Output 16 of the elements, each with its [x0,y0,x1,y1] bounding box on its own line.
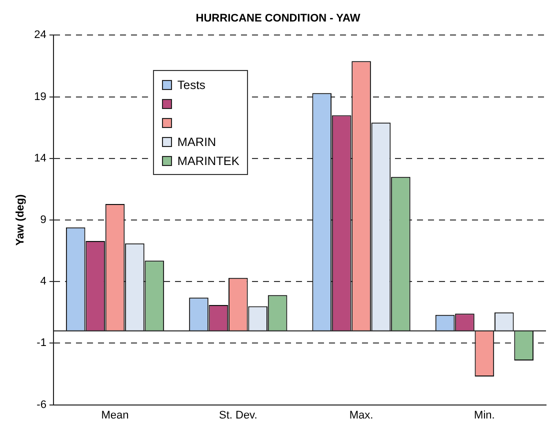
x-tick-label: St. Dev. [218,409,258,422]
x-tick-label: Min. [474,409,495,422]
y-tick-label: 9 [40,214,46,226]
y-tick-label: 4 [40,276,46,288]
x-tick-label: Mean [101,409,129,422]
chart-title: HURRICANE CONDITION - YAW [196,12,361,25]
x-tick-label: Max. [349,409,374,422]
y-tick-label: 19 [34,90,46,103]
legend-label: MARINTEK [177,154,240,168]
y-tick-label: 14 [34,152,46,164]
legend-label: MARIN [177,134,216,149]
y-tick-label: -1 [36,337,46,350]
y-tick-label: 24 [34,29,46,42]
y-tick-label: -6 [36,398,46,411]
y-axis-title: Yaw (deg) [14,194,27,246]
legend-label: Tests [177,78,206,92]
